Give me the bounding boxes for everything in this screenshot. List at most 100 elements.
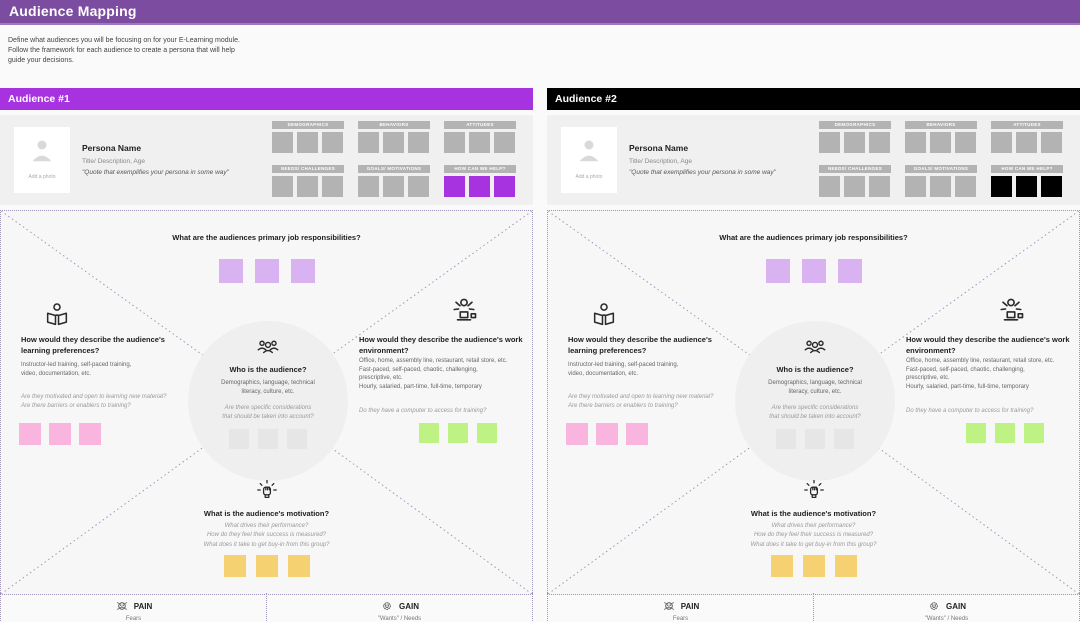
sticky-note[interactable] — [844, 132, 865, 153]
persona-title-description: Title/ Description, Age — [82, 158, 145, 165]
sticky-note[interactable] — [448, 423, 468, 443]
sticky-note[interactable] — [869, 176, 890, 197]
sticky-group-how-can-we-help: HOW CAN WE HELP? — [991, 165, 1063, 197]
sticky-note[interactable] — [358, 132, 379, 153]
persona-card: Add a photo Persona Name Title/ Descript… — [0, 115, 533, 205]
sticky-note[interactable] — [995, 423, 1015, 443]
sticky-note[interactable] — [834, 429, 854, 449]
audience-panel-2: Audience #2 Add a photo Persona Name Tit… — [547, 88, 1080, 622]
sticky-note[interactable] — [469, 132, 490, 153]
sticky-note[interactable] — [469, 176, 490, 197]
audience-header-bar: Audience #1 — [0, 88, 533, 110]
gain-sub-label: "Wants" / Needs — [924, 616, 969, 622]
pain-face-icon — [116, 602, 127, 610]
sticky-note[interactable] — [991, 132, 1012, 153]
sticky-note[interactable] — [869, 132, 890, 153]
sticky-note[interactable] — [626, 423, 648, 445]
sticky-note[interactable] — [287, 555, 310, 577]
who-is-audience-examples: Demographics, language, technical litera… — [768, 380, 862, 395]
motivation-fist-icon — [548, 479, 1079, 508]
sticky-note[interactable] — [494, 176, 515, 197]
photo-placeholder[interactable]: Add a photo — [14, 127, 70, 193]
sticky-note[interactable] — [837, 259, 862, 283]
work-environment-notes — [419, 423, 497, 443]
sticky-note[interactable] — [383, 132, 404, 153]
sticky-note[interactable] — [218, 259, 243, 283]
sticky-note[interactable] — [272, 132, 293, 153]
motivation-fist-icon — [1, 479, 532, 508]
audience-header-bar: Audience #2 — [547, 88, 1080, 110]
sticky-note[interactable] — [776, 429, 796, 449]
sticky-note[interactable] — [1016, 132, 1037, 153]
sticky-note[interactable] — [290, 259, 315, 283]
sticky-group-label: NEEDS/ CHALLENGES — [272, 165, 344, 173]
sticky-note[interactable] — [19, 423, 41, 445]
sticky-note[interactable] — [1016, 176, 1037, 197]
sticky-note[interactable] — [805, 429, 825, 449]
sticky-note[interactable] — [991, 176, 1012, 197]
group-people-icon — [735, 335, 895, 362]
sticky-note[interactable] — [1041, 176, 1062, 197]
sticky-note[interactable] — [322, 132, 343, 153]
sticky-note[interactable] — [905, 176, 926, 197]
persona-quote: "Quote that exemplifies your persona in … — [629, 169, 776, 176]
sticky-note[interactable] — [255, 555, 278, 577]
sticky-note[interactable] — [596, 423, 618, 445]
who-is-audience-prompts: Are there specific considerations that s… — [769, 405, 861, 421]
job-responsibilities-notes — [218, 259, 315, 283]
gain-label: GAIN — [399, 601, 419, 611]
sticky-note[interactable] — [494, 132, 515, 153]
sticky-note[interactable] — [955, 176, 976, 197]
sticky-note[interactable] — [834, 555, 857, 577]
sticky-note[interactable] — [287, 429, 307, 449]
sticky-note[interactable] — [229, 429, 249, 449]
sticky-group-how-can-we-help: HOW CAN WE HELP? — [444, 165, 516, 197]
sticky-note[interactable] — [955, 132, 976, 153]
sticky-group-goals-motivations: GOALS/ MOTIVATIONS — [358, 165, 430, 197]
sticky-note[interactable] — [477, 423, 497, 443]
sticky-note[interactable] — [801, 259, 826, 283]
learning-preferences-prompts: Are they motivated and open to learning … — [568, 394, 714, 410]
sticky-note[interactable] — [930, 132, 951, 153]
intro-text: Define what audiences you will be focusi… — [8, 37, 240, 65]
workspace: What are the audiences primary job respo… — [547, 210, 1080, 595]
sticky-note[interactable] — [566, 423, 588, 445]
smiley-face-icon — [383, 602, 391, 610]
sticky-note[interactable] — [297, 176, 318, 197]
sticky-note[interactable] — [930, 176, 951, 197]
multitasking-person-icon — [453, 298, 477, 321]
persona-name: Persona Name — [629, 143, 689, 153]
sticky-note[interactable] — [358, 176, 379, 197]
sticky-note[interactable] — [408, 132, 429, 153]
sticky-note[interactable] — [272, 176, 293, 197]
sticky-note[interactable] — [802, 555, 825, 577]
sticky-note[interactable] — [905, 132, 926, 153]
sticky-note[interactable] — [408, 176, 429, 197]
sticky-note[interactable] — [49, 423, 71, 445]
job-responsibilities-notes — [765, 259, 862, 283]
sticky-note[interactable] — [258, 429, 278, 449]
sticky-group-needs-challenges: NEEDS/ CHALLENGES — [819, 165, 891, 197]
sticky-note[interactable] — [419, 423, 439, 443]
sticky-note[interactable] — [297, 132, 318, 153]
sticky-note[interactable] — [966, 423, 986, 443]
sticky-note[interactable] — [770, 555, 793, 577]
sticky-note[interactable] — [444, 132, 465, 153]
sticky-note[interactable] — [819, 176, 840, 197]
sticky-note[interactable] — [1024, 423, 1044, 443]
photo-placeholder[interactable]: Add a photo — [561, 127, 617, 193]
sticky-note[interactable] — [844, 176, 865, 197]
sticky-note[interactable] — [383, 176, 404, 197]
sticky-note[interactable] — [1041, 132, 1062, 153]
audience-title: Audience #2 — [555, 93, 617, 105]
who-is-audience-notes — [188, 429, 348, 449]
sticky-note[interactable] — [223, 555, 246, 577]
sticky-group-label: GOALS/ MOTIVATIONS — [358, 165, 430, 173]
sticky-note[interactable] — [254, 259, 279, 283]
sticky-note[interactable] — [79, 423, 101, 445]
sticky-note[interactable] — [322, 176, 343, 197]
sticky-note[interactable] — [819, 132, 840, 153]
sticky-note[interactable] — [444, 176, 465, 197]
motivation-prompts: What drives their performance? How do th… — [203, 523, 330, 548]
sticky-note[interactable] — [765, 259, 790, 283]
